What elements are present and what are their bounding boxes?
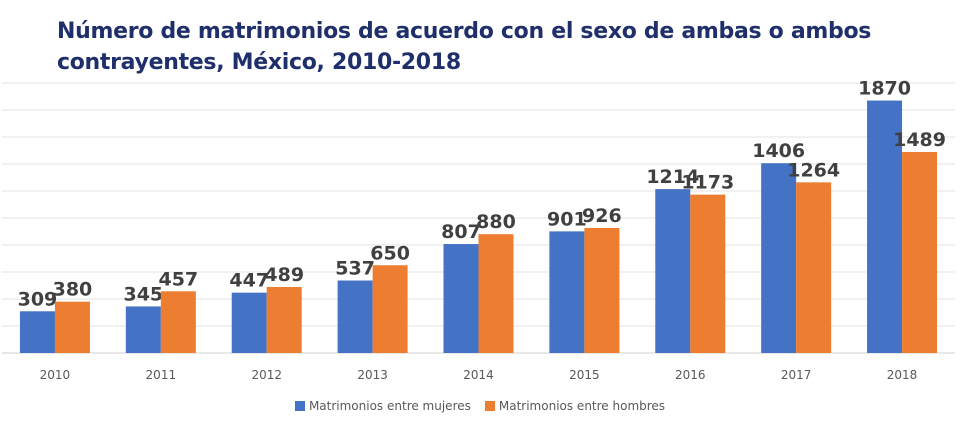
chart-title-line-2: contrayentes, México, 2010-2018 bbox=[57, 50, 461, 75]
x-tick-label: 2013 bbox=[357, 368, 388, 382]
bar-mujeres bbox=[19, 311, 55, 353]
data-label: 345 bbox=[123, 283, 163, 305]
bar-hombres bbox=[54, 301, 90, 353]
bar-hombres bbox=[372, 265, 408, 353]
x-tick-label: 2016 bbox=[675, 368, 706, 382]
x-tick-label: 2015 bbox=[569, 368, 600, 382]
data-label: 380 bbox=[53, 279, 93, 301]
data-label: 1489 bbox=[893, 129, 946, 151]
bar-mujeres bbox=[655, 189, 691, 353]
data-label: 1214 bbox=[646, 166, 699, 188]
bar-mujeres bbox=[337, 280, 373, 353]
bar-hombres bbox=[796, 182, 832, 353]
bar-hombres bbox=[478, 234, 514, 353]
data-label: 1173 bbox=[681, 172, 734, 194]
data-label: 807 bbox=[441, 221, 481, 243]
data-label: 309 bbox=[18, 288, 58, 310]
bar-hombres bbox=[266, 286, 302, 353]
x-tick-label: 2012 bbox=[251, 368, 282, 382]
data-label: 457 bbox=[158, 268, 198, 290]
x-tick-label: 2014 bbox=[463, 368, 494, 382]
legend: Matrimonios entre mujeres Matrimonios en… bbox=[0, 399, 960, 413]
data-label: 880 bbox=[476, 211, 516, 233]
data-label: 447 bbox=[229, 270, 269, 292]
bar-hombres bbox=[690, 194, 726, 353]
legend-item-mujeres: Matrimonios entre mujeres bbox=[294, 399, 471, 413]
bar-hombres bbox=[584, 227, 620, 353]
bar-mujeres bbox=[549, 231, 585, 353]
legend-swatch-mujeres bbox=[294, 401, 305, 411]
data-label: 537 bbox=[335, 258, 375, 280]
data-label: 1406 bbox=[752, 140, 805, 162]
bar-mujeres bbox=[761, 163, 797, 353]
bar-hombres bbox=[160, 291, 196, 353]
x-tick-label: 2011 bbox=[146, 368, 177, 382]
legend-swatch-hombres bbox=[484, 401, 495, 411]
legend-item-hombres: Matrimonios entre hombres bbox=[484, 399, 666, 413]
data-label: 901 bbox=[547, 208, 587, 230]
chart-title-line-1: Número de matrimonios de acuerdo con el … bbox=[57, 19, 872, 44]
data-label: 926 bbox=[582, 205, 622, 227]
x-tick-label: 2018 bbox=[887, 368, 918, 382]
x-tick-label: 2010 bbox=[40, 368, 71, 382]
legend-label-hombres: Matrimonios entre hombres bbox=[498, 399, 666, 413]
chart-title: Número de matrimonios de acuerdo con el … bbox=[57, 16, 937, 78]
data-label: 650 bbox=[370, 242, 410, 264]
bar-mujeres bbox=[443, 244, 479, 353]
data-label: 489 bbox=[264, 264, 304, 286]
bar-mujeres bbox=[867, 100, 903, 353]
data-label: 1264 bbox=[787, 159, 840, 181]
bar-mujeres bbox=[231, 292, 267, 353]
data-label: 1870 bbox=[858, 78, 911, 100]
bar-hombres bbox=[902, 151, 938, 353]
legend-label-mujeres: Matrimonios entre mujeres bbox=[308, 399, 471, 413]
x-tick-label: 2017 bbox=[781, 368, 812, 382]
bar-mujeres bbox=[125, 306, 161, 353]
